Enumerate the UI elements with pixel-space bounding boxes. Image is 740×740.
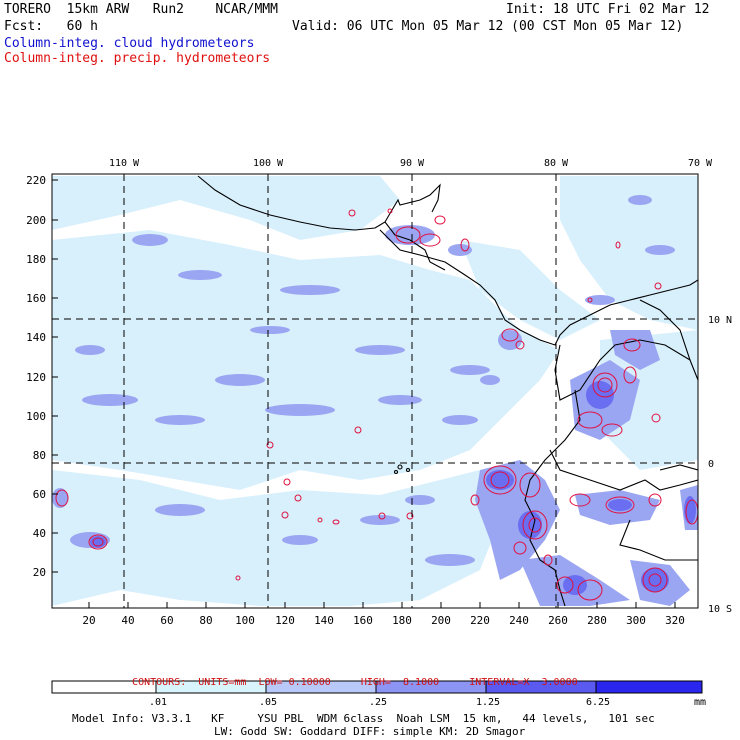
contour-units: UNITS=mm [198, 677, 247, 688]
lon-label: 70 W [688, 158, 713, 169]
precip-contours [55, 208, 698, 601]
y-tick-marks [52, 179, 58, 573]
init-time: Init: 18 UTC Fri 02 Mar 12 [506, 2, 710, 17]
y-tick-label: 180 [26, 253, 46, 266]
lon-label: 90 W [400, 158, 425, 169]
y-tick-label: 40 [33, 527, 46, 540]
colorbar-cell [595, 680, 703, 694]
contour-label: CONTOURS: [132, 677, 187, 688]
y-tick-label: 160 [26, 292, 46, 305]
y-tick-label: 100 [26, 410, 46, 423]
x-tick-label: 320 [665, 614, 685, 627]
x-tick-label: 60 [160, 614, 173, 627]
contour-low: LOW= 0.10000 [258, 677, 331, 688]
coastline [197, 175, 698, 607]
x-tick-label: 220 [470, 614, 490, 627]
y-tick-label: 220 [26, 174, 46, 187]
x-tick-marks [88, 602, 676, 608]
lat-label: 10 S [708, 604, 732, 615]
colorbar-unit: mm [694, 697, 706, 708]
contour-info: CONTOURS: UNITS=mm LOW= 0.10000 HIGH= 8.… [120, 666, 578, 688]
colorbar-tick: 1.25 [476, 697, 500, 708]
colorbar-tick: .25 [369, 697, 387, 708]
x-tick-label: 260 [548, 614, 568, 627]
x-tick-label: 240 [509, 614, 529, 627]
x-tick-label: 40 [121, 614, 134, 627]
x-tick-label: 100 [235, 614, 255, 627]
lon-label: 100 W [253, 158, 284, 169]
colorbar-tick: 6.25 [586, 697, 610, 708]
latlon-grid [52, 174, 698, 608]
lat-label: 10 N [708, 315, 732, 326]
y-tick-label: 60 [33, 488, 46, 501]
contour-interval: INTERVAL=X 3.0000 [469, 677, 578, 688]
x-tick-label: 160 [353, 614, 373, 627]
x-tick-label: 20 [82, 614, 95, 627]
colorbar [51, 680, 703, 694]
field-precip-label: Column-integ. precip. hydrometeors [4, 51, 271, 66]
contour-high: HIGH= 8.1000 [360, 677, 440, 688]
valid-time: Valid: 06 UTC Mon 05 Mar 12 (00 CST Mon … [292, 19, 684, 34]
model-title: TORERO 15km ARW Run2 NCAR/MMM [4, 2, 278, 17]
y-tick-label: 120 [26, 371, 46, 384]
forecast-hour: Fcst: 60 h [4, 19, 98, 34]
physics-info: LW: Godd SW: Goddard DIFF: simple KM: 2D… [214, 725, 526, 738]
y-tick-label: 200 [26, 214, 46, 227]
colorbar-tick: .01 [149, 697, 167, 708]
x-tick-label: 300 [626, 614, 646, 627]
lat-label: 0 [708, 459, 714, 470]
x-tick-label: 80 [199, 614, 212, 627]
y-tick-label: 140 [26, 331, 46, 344]
x-tick-label: 120 [275, 614, 295, 627]
plot-frame [51, 173, 699, 609]
lon-label: 110 W [109, 158, 140, 169]
colorbar-tick: .05 [259, 697, 277, 708]
x-tick-label: 140 [314, 614, 334, 627]
y-tick-label: 80 [33, 449, 46, 462]
field-cloud-label: Column-integ. cloud hydrometeors [4, 36, 255, 51]
x-tick-label: 180 [392, 614, 412, 627]
lon-label: 80 W [544, 158, 569, 169]
x-tick-label: 200 [431, 614, 451, 627]
x-tick-label: 280 [587, 614, 607, 627]
model-info: Model Info: V3.3.1 KF YSU PBL WDM 6class… [72, 712, 655, 725]
y-tick-label: 20 [33, 566, 46, 579]
